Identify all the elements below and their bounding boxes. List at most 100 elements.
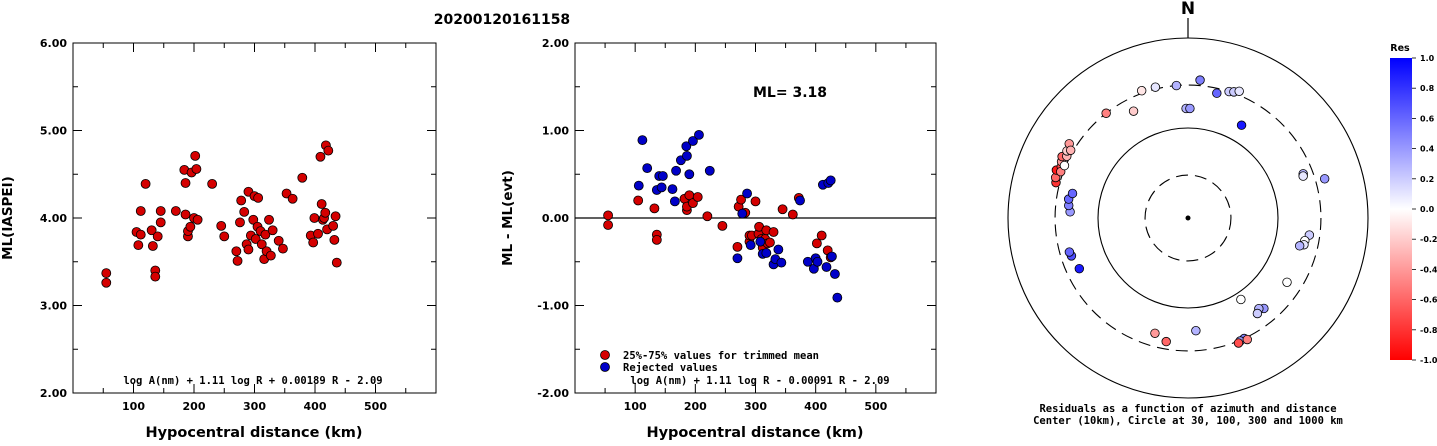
trimmed-point: [765, 237, 775, 248]
ml-point: [265, 250, 276, 261]
ml-ytick-label: 4.00: [40, 212, 67, 225]
ring-30km: [1144, 174, 1232, 262]
distance-rings: [1007, 37, 1369, 399]
ml-xtick-label: 500: [364, 400, 387, 413]
residual-plot-formula: log A(nm) + 1.11 log R - 0.00091 R - 2.0…: [630, 375, 889, 387]
ml-point: [297, 172, 308, 183]
rejected-point: [742, 188, 752, 199]
station-residual-point: [1236, 294, 1246, 305]
ml-point: [133, 240, 144, 251]
station-residual-point: [1101, 108, 1111, 118]
ml-point: [185, 221, 196, 232]
rejected-point: [688, 136, 698, 146]
trimmed-point: [787, 209, 798, 220]
colorbar-tick-label: -0.4: [1420, 265, 1437, 274]
trimmed-point: [816, 230, 827, 241]
ml-point: [146, 225, 157, 236]
station-residual-point: [1150, 328, 1160, 338]
ml-point: [260, 229, 271, 240]
epicenter-marker: [1185, 215, 1191, 221]
ml-point: [190, 150, 201, 161]
ml-point: [248, 214, 259, 225]
rejected-point: [755, 236, 766, 247]
ml-point: [180, 209, 191, 220]
ml-point: [191, 164, 202, 174]
station-residual-point: [1136, 86, 1147, 96]
rejected-point: [773, 244, 784, 255]
legend-marker-rejected: [600, 362, 610, 372]
station-residual-point: [1065, 145, 1076, 155]
ring-1000km: [1007, 37, 1369, 399]
res-ytick-label: -1.00: [537, 300, 569, 313]
colorbar-tick-label: -1.0: [1420, 356, 1437, 365]
colorbar-tick-label: 0.4: [1420, 145, 1435, 154]
rejected-point: [682, 150, 692, 161]
res-xtick-label: 300: [744, 400, 767, 413]
trimmed-point: [732, 241, 743, 252]
ml-point: [253, 192, 264, 203]
station-residual-point: [1212, 88, 1222, 98]
ml-point: [236, 195, 247, 206]
ml-point: [329, 234, 340, 245]
ring-300km: [1054, 84, 1322, 352]
legend-label-trimmed: 25%-75% values for trimmed mean: [623, 350, 819, 362]
ml-point: [219, 231, 230, 242]
rejected-point: [825, 175, 836, 186]
colorbar-title: Res: [1390, 43, 1410, 54]
station-residual-point: [1059, 160, 1070, 171]
rejected-point: [704, 165, 715, 176]
ml-point: [192, 214, 203, 225]
ml-point: [239, 206, 250, 217]
ml-point: [135, 229, 146, 240]
rejected-point: [657, 171, 668, 181]
ml-point: [278, 243, 288, 254]
ml-point: [140, 178, 151, 189]
trimmed-point: [649, 203, 660, 214]
trimmed-point: [777, 204, 788, 215]
colorbar-tick-label: 0.0: [1420, 205, 1435, 214]
station-residual-point: [1161, 336, 1171, 347]
ml-point: [180, 178, 191, 188]
station-residual-point: [1298, 171, 1308, 181]
colorbar-tick-label: -0.8: [1420, 326, 1437, 335]
polar-plot-points: [1050, 75, 1330, 348]
ml-point: [147, 241, 158, 251]
ml-point: [155, 217, 166, 228]
res-ytick-label: -2.00: [537, 387, 569, 400]
rejected-point: [732, 253, 743, 264]
station-residual-point: [1236, 120, 1247, 130]
ml-point: [309, 213, 320, 223]
colorbar-tick-label: 1.0: [1420, 54, 1435, 63]
rejected-point: [667, 184, 678, 195]
ml-point: [207, 178, 218, 189]
res-xtick-label: 400: [804, 400, 827, 413]
ml-ytick-label: 3.00: [40, 300, 67, 313]
ml-point: [316, 199, 327, 209]
res-ytick-label: 0.00: [542, 212, 569, 225]
rejected-point: [812, 256, 823, 267]
station-residual-point: [1242, 334, 1252, 345]
trimmed-point: [603, 220, 613, 230]
rejected-point: [776, 257, 787, 268]
trimmed-point: [750, 196, 761, 207]
colorbar-tick-label: 0.2: [1420, 175, 1434, 184]
rejected-point: [745, 240, 756, 251]
ml-point: [216, 220, 227, 231]
rejected-point: [737, 208, 748, 219]
ml-point: [320, 207, 331, 218]
polar-caption-line2: Center (10km), Circle at 30, 100, 300 an…: [1033, 415, 1343, 427]
legend-label-rejected: Rejected values: [623, 362, 718, 374]
azimuth-distance-polar-plot: N Residuals as a function of azimuth and…: [1007, 0, 1369, 427]
residual-plot-points: [603, 129, 843, 303]
trimmed-point: [811, 238, 822, 249]
ml-plot-ticks: 100 200 300 400 500 2.00 3.00 4.00 5.00 6.00: [40, 37, 436, 413]
station-residual-point: [1234, 86, 1244, 96]
rejected-point: [827, 251, 837, 262]
station-residual-point: [1319, 174, 1330, 184]
ml-plot-formula: log A(nm) + 1.11 log R + 0.00189 R - 2.0…: [123, 375, 382, 387]
ml-point: [101, 277, 112, 288]
ml-plot-points: [101, 140, 342, 288]
residual-plot-xlabel: Hypocentral distance (km): [646, 425, 863, 441]
